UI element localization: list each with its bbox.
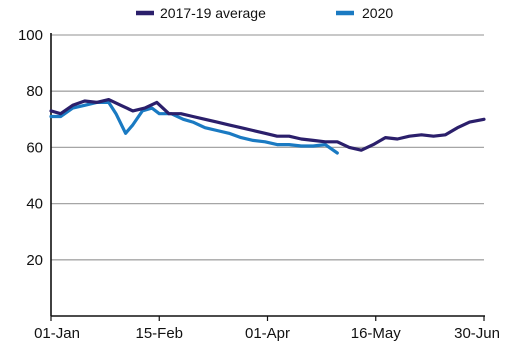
y-tick-label-20: 20 (26, 252, 43, 269)
legend-label-2020: 2020 (362, 5, 393, 21)
series-line-2017-19 average (49, 98, 486, 152)
x-tick-label-01-Jan: 01-Jan (34, 325, 80, 342)
gridlines (51, 34, 484, 261)
legend-label-2017-19 average: 2017-19 average (160, 5, 266, 21)
x-tick-label-30-Jun: 30-Jun (454, 325, 500, 342)
x-tick-labels: 01-Jan 15-Feb 01-Apr 16-May 30-Jun (34, 325, 500, 342)
y-tick-label-80: 80 (26, 83, 43, 100)
series-lines (49, 98, 486, 155)
x-tick-label-15-Feb: 15-Feb (135, 325, 183, 342)
series-line-2020 (49, 100, 339, 155)
legend: 2017-19 average 2020 (136, 5, 393, 21)
y-tick-labels: 20 40 60 80 100 (18, 27, 43, 269)
y-tick-label-40: 40 (26, 196, 43, 213)
y-tick-label-100: 100 (18, 27, 43, 44)
x-tick-label-01-Apr: 01-Apr (245, 325, 290, 342)
axes (50, 33, 485, 321)
x-tick-label-16-May: 16-May (351, 325, 402, 342)
y-tick-label-60: 60 (26, 139, 43, 156)
